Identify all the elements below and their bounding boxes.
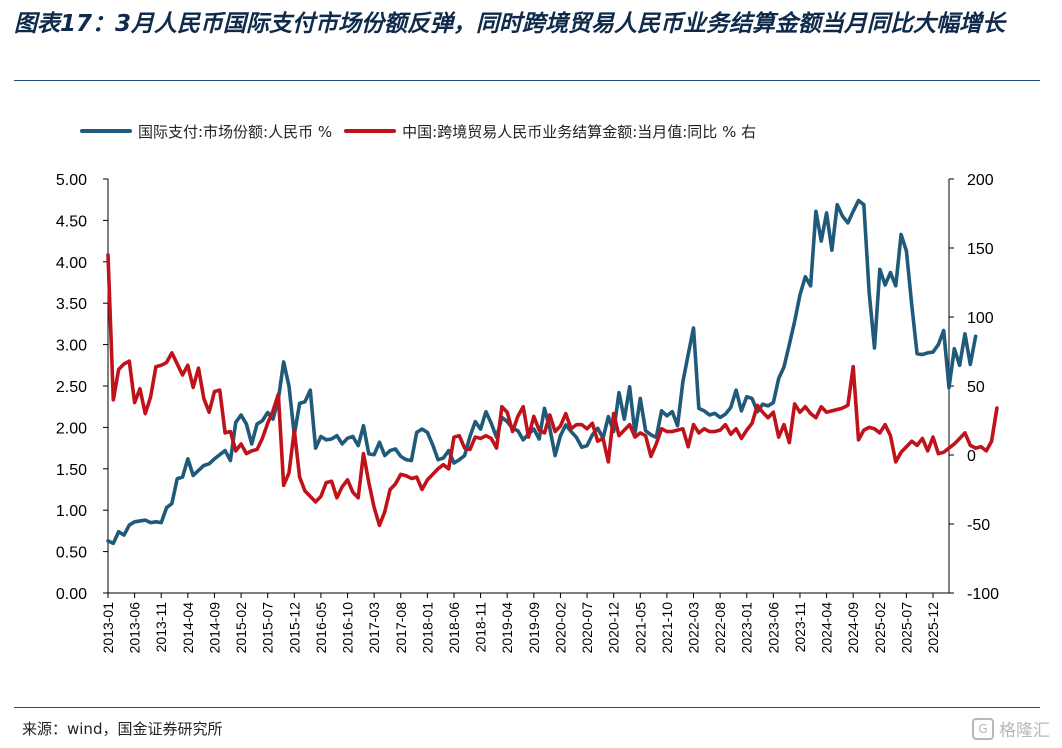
x-tick-label: 2014-09 bbox=[206, 602, 222, 654]
legend-item-left-series: 国际支付:市场份额:人民币 % bbox=[80, 121, 332, 142]
x-tick-label: 2017-03 bbox=[366, 602, 382, 654]
left-y-tick-label: 2.00 bbox=[56, 420, 87, 437]
x-tick-label: 2020-02 bbox=[552, 602, 568, 654]
title-divider bbox=[14, 80, 1040, 81]
x-tick-label: 2025-12 bbox=[925, 602, 941, 654]
series-line-rmb-payment-share bbox=[106, 198, 978, 546]
left-y-tick-label: 2.50 bbox=[56, 379, 87, 396]
x-tick-label: 2017-08 bbox=[393, 602, 409, 654]
legend-label-left: 国际支付:市场份额:人民币 % bbox=[138, 122, 333, 141]
left-y-tick-label: 3.00 bbox=[56, 338, 87, 355]
legend-label-right: 中国:跨境贸易人民币业务结算金额:当月值:同比 % 右 bbox=[402, 122, 757, 141]
x-tick-label: 2018-11 bbox=[473, 602, 489, 653]
x-tick-label: 2023-11 bbox=[792, 602, 808, 653]
x-tick-label: 2022-08 bbox=[712, 602, 728, 654]
x-tick-label: 2024-09 bbox=[845, 602, 861, 654]
left-y-tick-label: 3.50 bbox=[56, 296, 87, 313]
x-tick-label: 2025-02 bbox=[872, 602, 888, 654]
left-y-tick-label: 4.00 bbox=[56, 255, 87, 272]
x-tick-label: 2020-12 bbox=[606, 602, 622, 654]
left-y-tick-label: 0.50 bbox=[56, 545, 87, 562]
legend-swatch-right bbox=[344, 129, 397, 133]
x-tick-label: 2014-04 bbox=[180, 602, 196, 654]
right-y-tick-label: 50 bbox=[967, 379, 985, 396]
x-tick-label: 2016-10 bbox=[340, 602, 356, 654]
series-line-cross-border-settlement-yoy bbox=[106, 253, 999, 528]
watermark-logo-icon: G bbox=[972, 717, 994, 740]
x-tick-label: 2016-05 bbox=[313, 602, 329, 654]
x-tick-label: 2013-11 bbox=[153, 602, 169, 653]
watermark-text: 格隆汇 bbox=[999, 721, 1050, 741]
legend-swatch-left bbox=[80, 129, 132, 133]
x-tick-label: 2022-03 bbox=[686, 602, 702, 654]
right-y-tick-label: 0 bbox=[967, 448, 976, 465]
right-y-tick-label: 200 bbox=[967, 172, 994, 189]
chart-title: 图表17：3月人民币国际支付市场份额反弹，同时跨境贸易人民币业务结算金额当月同比… bbox=[14, 11, 1006, 37]
x-tick-label: 2019-04 bbox=[499, 602, 515, 654]
x-tick-label: 2023-01 bbox=[739, 602, 755, 654]
legend-item-right-series: 中国:跨境贸易人民币业务结算金额:当月值:同比 % 右 bbox=[344, 121, 756, 142]
left-y-tick-label: 1.50 bbox=[56, 462, 87, 479]
x-tick-label: 2023-06 bbox=[765, 602, 781, 654]
right-y-tick-label: -100 bbox=[967, 586, 999, 603]
x-tick-label: 2015-07 bbox=[260, 602, 276, 654]
x-tick-label: 2018-06 bbox=[446, 602, 462, 654]
x-tick-label: 2020-07 bbox=[579, 602, 595, 654]
chart-axes: 0.00 0.50 1.00 1.50 2.00 2.50 3.00 3.50 4.00 4.50… bbox=[56, 172, 999, 653]
x-tick-label: 2024-04 bbox=[819, 602, 835, 654]
chart-lines bbox=[106, 198, 999, 546]
line-chart: 0.00 0.50 1.00 1.50 2.00 2.50 3.00 3.50 4.00 4.50… bbox=[56, 172, 999, 653]
chart-legend: 国际支付:市场份额:人民币 % 中国:跨境贸易人民币业务结算金额:当月值:同比 … bbox=[80, 120, 768, 142]
left-y-tick-label: 5.00 bbox=[56, 172, 87, 189]
footer-divider bbox=[14, 707, 1040, 708]
right-y-tick-label: 100 bbox=[967, 310, 994, 327]
right-y-tick-label: 150 bbox=[967, 241, 994, 258]
x-tick-label: 2018-01 bbox=[419, 602, 435, 654]
x-tick-label: 2021-05 bbox=[632, 602, 648, 654]
source-note: 来源：wind，国金证券研究所 bbox=[22, 720, 223, 738]
x-tick-label: 2013-01 bbox=[100, 602, 116, 654]
right-y-tick-label: -50 bbox=[967, 517, 990, 534]
watermark: G 格隆汇 bbox=[972, 716, 1050, 741]
x-tick-label: 2021-10 bbox=[659, 602, 675, 654]
left-y-tick-label: 1.00 bbox=[56, 503, 87, 520]
x-tick-label: 2019-09 bbox=[526, 602, 542, 654]
x-tick-label: 2013-06 bbox=[127, 602, 143, 654]
x-tick-label: 2015-02 bbox=[233, 602, 249, 654]
x-tick-label: 2025-07 bbox=[898, 602, 914, 654]
x-tick-label: 2015-12 bbox=[286, 602, 302, 654]
left-y-tick-label: 0.00 bbox=[56, 586, 87, 603]
left-y-tick-label: 4.50 bbox=[56, 213, 87, 230]
